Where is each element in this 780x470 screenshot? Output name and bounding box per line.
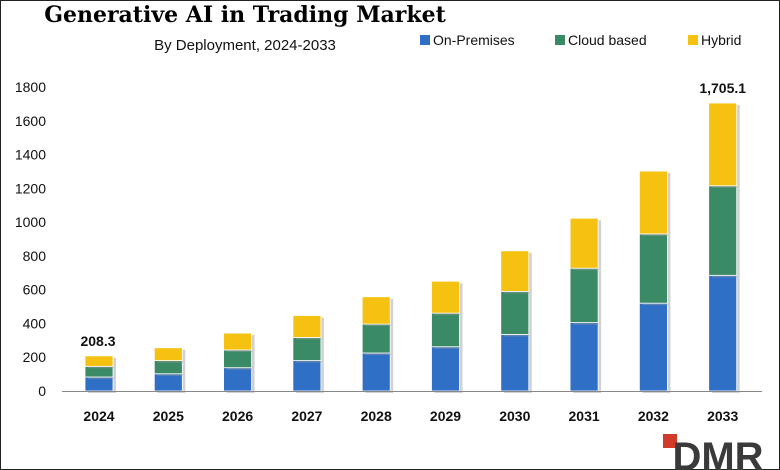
bar-2032-hybrid [639, 170, 668, 235]
x-tick-label-2026: 2026 [222, 408, 253, 424]
bar-2031-hybrid [569, 217, 599, 269]
bar-2026-on-premises [223, 367, 253, 392]
x-axis: 2024 2025 2026 2027 2028 2029 2030 2031 2032 2033 [62, 391, 762, 424]
bar-2031-cloud-based [569, 267, 599, 323]
legend: On-Premises Cloud based Hybrid [420, 32, 741, 48]
bar-2030-cloud-based [500, 290, 530, 335]
bar-2028-cloud-based [361, 323, 391, 354]
bars [84, 102, 740, 393]
bar-2033-cloud-based [708, 185, 738, 276]
x-tick-label-2029: 2029 [430, 408, 461, 424]
bar-2030-hybrid [500, 250, 530, 292]
bar-2025-hybrid [153, 347, 183, 361]
x-tick-label-2027: 2027 [291, 408, 322, 424]
bar-2031-on-premises [569, 322, 599, 392]
bar-2028-on-premises [361, 352, 391, 392]
bar-2024-on-premises [84, 376, 114, 392]
bar-2033-hybrid [708, 102, 738, 187]
y-tick-label: 600 [23, 282, 47, 298]
y-tick-label: 400 [23, 315, 47, 331]
x-tick-label-2024: 2024 [83, 408, 114, 424]
chart-title: Generative AI in Trading Market [44, 2, 446, 28]
y-tick-label: 1000 [15, 214, 46, 230]
bar-2027-on-premises [292, 360, 322, 392]
legend-swatch-hybrid [688, 35, 698, 45]
bar-2027-cloud-based [292, 337, 322, 361]
x-tick-label-2030: 2030 [499, 408, 530, 424]
bar-2025-on-premises [153, 373, 183, 392]
y-tick-label: 1600 [15, 113, 46, 129]
legend-label-cloud-based: Cloud based [568, 32, 647, 48]
total-label-2033: 1,705.1 [699, 80, 746, 96]
bar-2029-cloud-based [431, 312, 460, 348]
x-tick-label-2031: 2031 [569, 408, 600, 424]
legend-label-on-premises: On-Premises [433, 32, 515, 48]
legend-swatch-cloud-based [555, 35, 565, 45]
bar-2033-on-premises [708, 274, 738, 392]
bar-2029-on-premises [431, 346, 460, 392]
x-tick-label-2025: 2025 [153, 408, 184, 424]
y-tick-label: 0 [38, 383, 46, 399]
legend-swatch-on-premises [420, 35, 430, 45]
bar-2026-cloud-based [223, 349, 253, 369]
chart-subtitle: By Deployment, 2024-2033 [154, 37, 336, 54]
y-tick-label: 1800 [15, 79, 46, 95]
data-labels: 208.3 1,705.1 [80, 80, 746, 349]
dmr-logo: DMR [663, 434, 764, 470]
bar-2028-hybrid [361, 296, 391, 325]
y-axis: 0 200 400 600 800 1000 1200 1400 1600 1800 [15, 79, 46, 399]
bar-2032-on-premises [639, 302, 668, 392]
bar-2026-hybrid [223, 332, 253, 351]
legend-label-hybrid: Hybrid [701, 32, 741, 48]
logo-accent-mark [663, 434, 677, 448]
y-tick-label: 1400 [15, 147, 46, 163]
bar-2024-hybrid [84, 355, 114, 367]
bar-2027-hybrid [292, 315, 322, 338]
logo-text: DMR [672, 435, 763, 470]
y-tick-label: 800 [23, 248, 47, 264]
bar-2029-hybrid [431, 280, 460, 314]
y-tick-label: 200 [23, 349, 47, 365]
bar-2032-cloud-based [639, 233, 668, 304]
x-tick-label-2033: 2033 [707, 408, 738, 424]
total-label-2024: 208.3 [80, 333, 115, 349]
x-tick-label-2032: 2032 [638, 408, 669, 424]
bar-2030-on-premises [500, 334, 530, 392]
x-tick-label-2028: 2028 [361, 408, 392, 424]
y-tick-label: 1200 [15, 180, 46, 196]
